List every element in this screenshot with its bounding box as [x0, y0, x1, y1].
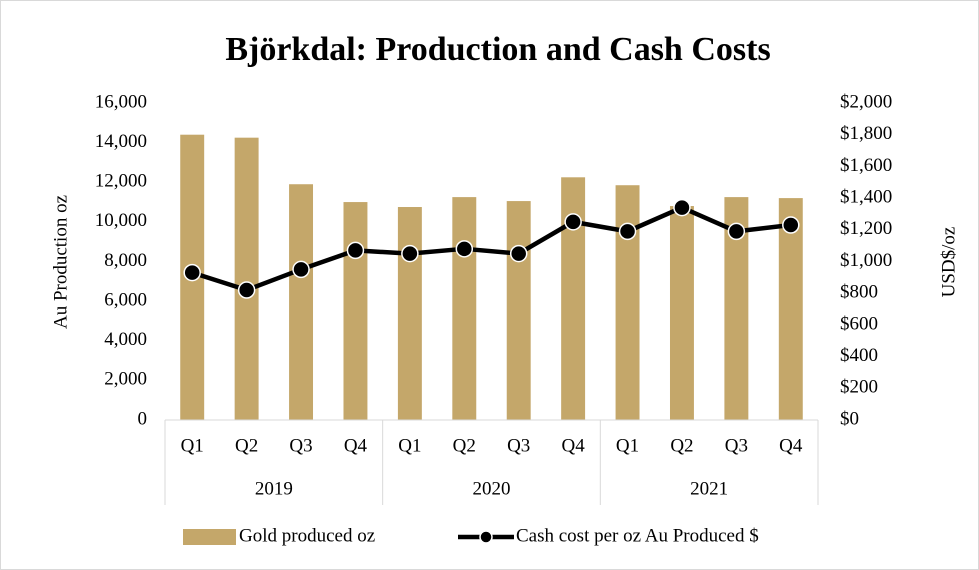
x-tick-label: Q1 — [616, 435, 639, 456]
line-marker — [237, 281, 256, 299]
bar — [724, 197, 749, 420]
legend-label: Cash cost per oz Au Produced $ — [516, 525, 759, 546]
bar — [289, 184, 314, 420]
x-tick-label: Q3 — [289, 435, 312, 456]
y2-tick-label: $2,000 — [840, 91, 892, 112]
legend-label: Gold produced oz — [239, 525, 375, 546]
chart-title: Björkdal: Production and Cash Costs — [225, 31, 770, 68]
y-tick-label: 14,000 — [95, 131, 147, 152]
x-tick-label: Q2 — [235, 435, 258, 456]
bar — [669, 206, 694, 420]
y-tick-label: 2,000 — [104, 369, 147, 390]
x-tick-label: Q4 — [344, 435, 368, 456]
x-tick-label: Q4 — [562, 435, 586, 456]
line-marker — [509, 244, 528, 263]
y2-tick-label: $200 — [840, 377, 878, 398]
line-marker — [346, 241, 365, 260]
y2-tick-label: $1,400 — [840, 186, 892, 207]
bar — [452, 197, 477, 420]
line-marker — [292, 260, 310, 279]
y2-tick-label: $1,800 — [840, 123, 892, 144]
bar — [561, 177, 586, 420]
x-tick-label: Q4 — [779, 435, 803, 456]
line-marker — [564, 213, 582, 231]
y-tick-label: 8,000 — [104, 250, 147, 271]
x-tick-label: Q2 — [453, 435, 476, 456]
line-marker — [673, 198, 691, 217]
line-marker — [401, 244, 419, 263]
x-tick-label: Q1 — [181, 435, 204, 456]
line — [191, 205, 792, 293]
x-group-label: 2021 — [690, 478, 728, 499]
y2-tick-label: $1,200 — [840, 218, 892, 239]
bar — [343, 202, 368, 420]
y2-tick-label: $400 — [840, 345, 878, 366]
bar — [506, 201, 531, 420]
y-axis-title: Au Production oz — [50, 195, 71, 329]
x-group-label: 2020 — [473, 478, 511, 499]
x-tick-label: Q1 — [398, 435, 421, 456]
x-group-label: 2019 — [255, 478, 293, 499]
y-tick-label: 12,000 — [95, 171, 147, 192]
y2-tick-label: $0 — [840, 408, 859, 429]
y2-axis-title: USD$/oz — [938, 227, 959, 298]
x-tick-label: Q3 — [725, 435, 748, 456]
bar — [615, 185, 640, 420]
line-marker — [183, 263, 201, 282]
bar — [234, 137, 259, 420]
y-tick-label: 10,000 — [95, 210, 147, 231]
y-tick-label: 4,000 — [104, 329, 147, 350]
y2-tick-label: $800 — [840, 282, 878, 303]
line-marker — [782, 216, 800, 234]
line-marker — [455, 240, 474, 258]
legend-swatch — [183, 529, 236, 545]
x-tick-label: Q2 — [670, 435, 693, 456]
y2-tick-label: $1,600 — [840, 155, 892, 176]
bar — [778, 198, 803, 420]
y2-tick-label: $1,000 — [840, 250, 892, 271]
y2-tick-label: $600 — [840, 313, 878, 334]
legend-marker — [479, 530, 493, 544]
y-tick-label: 16,000 — [95, 91, 147, 112]
y-tick-label: 6,000 — [104, 289, 147, 310]
x-tick-label: Q3 — [507, 435, 530, 456]
line-marker — [727, 222, 746, 241]
y-tick-label: 0 — [138, 408, 148, 429]
line-marker — [618, 222, 637, 241]
bar — [397, 207, 422, 420]
